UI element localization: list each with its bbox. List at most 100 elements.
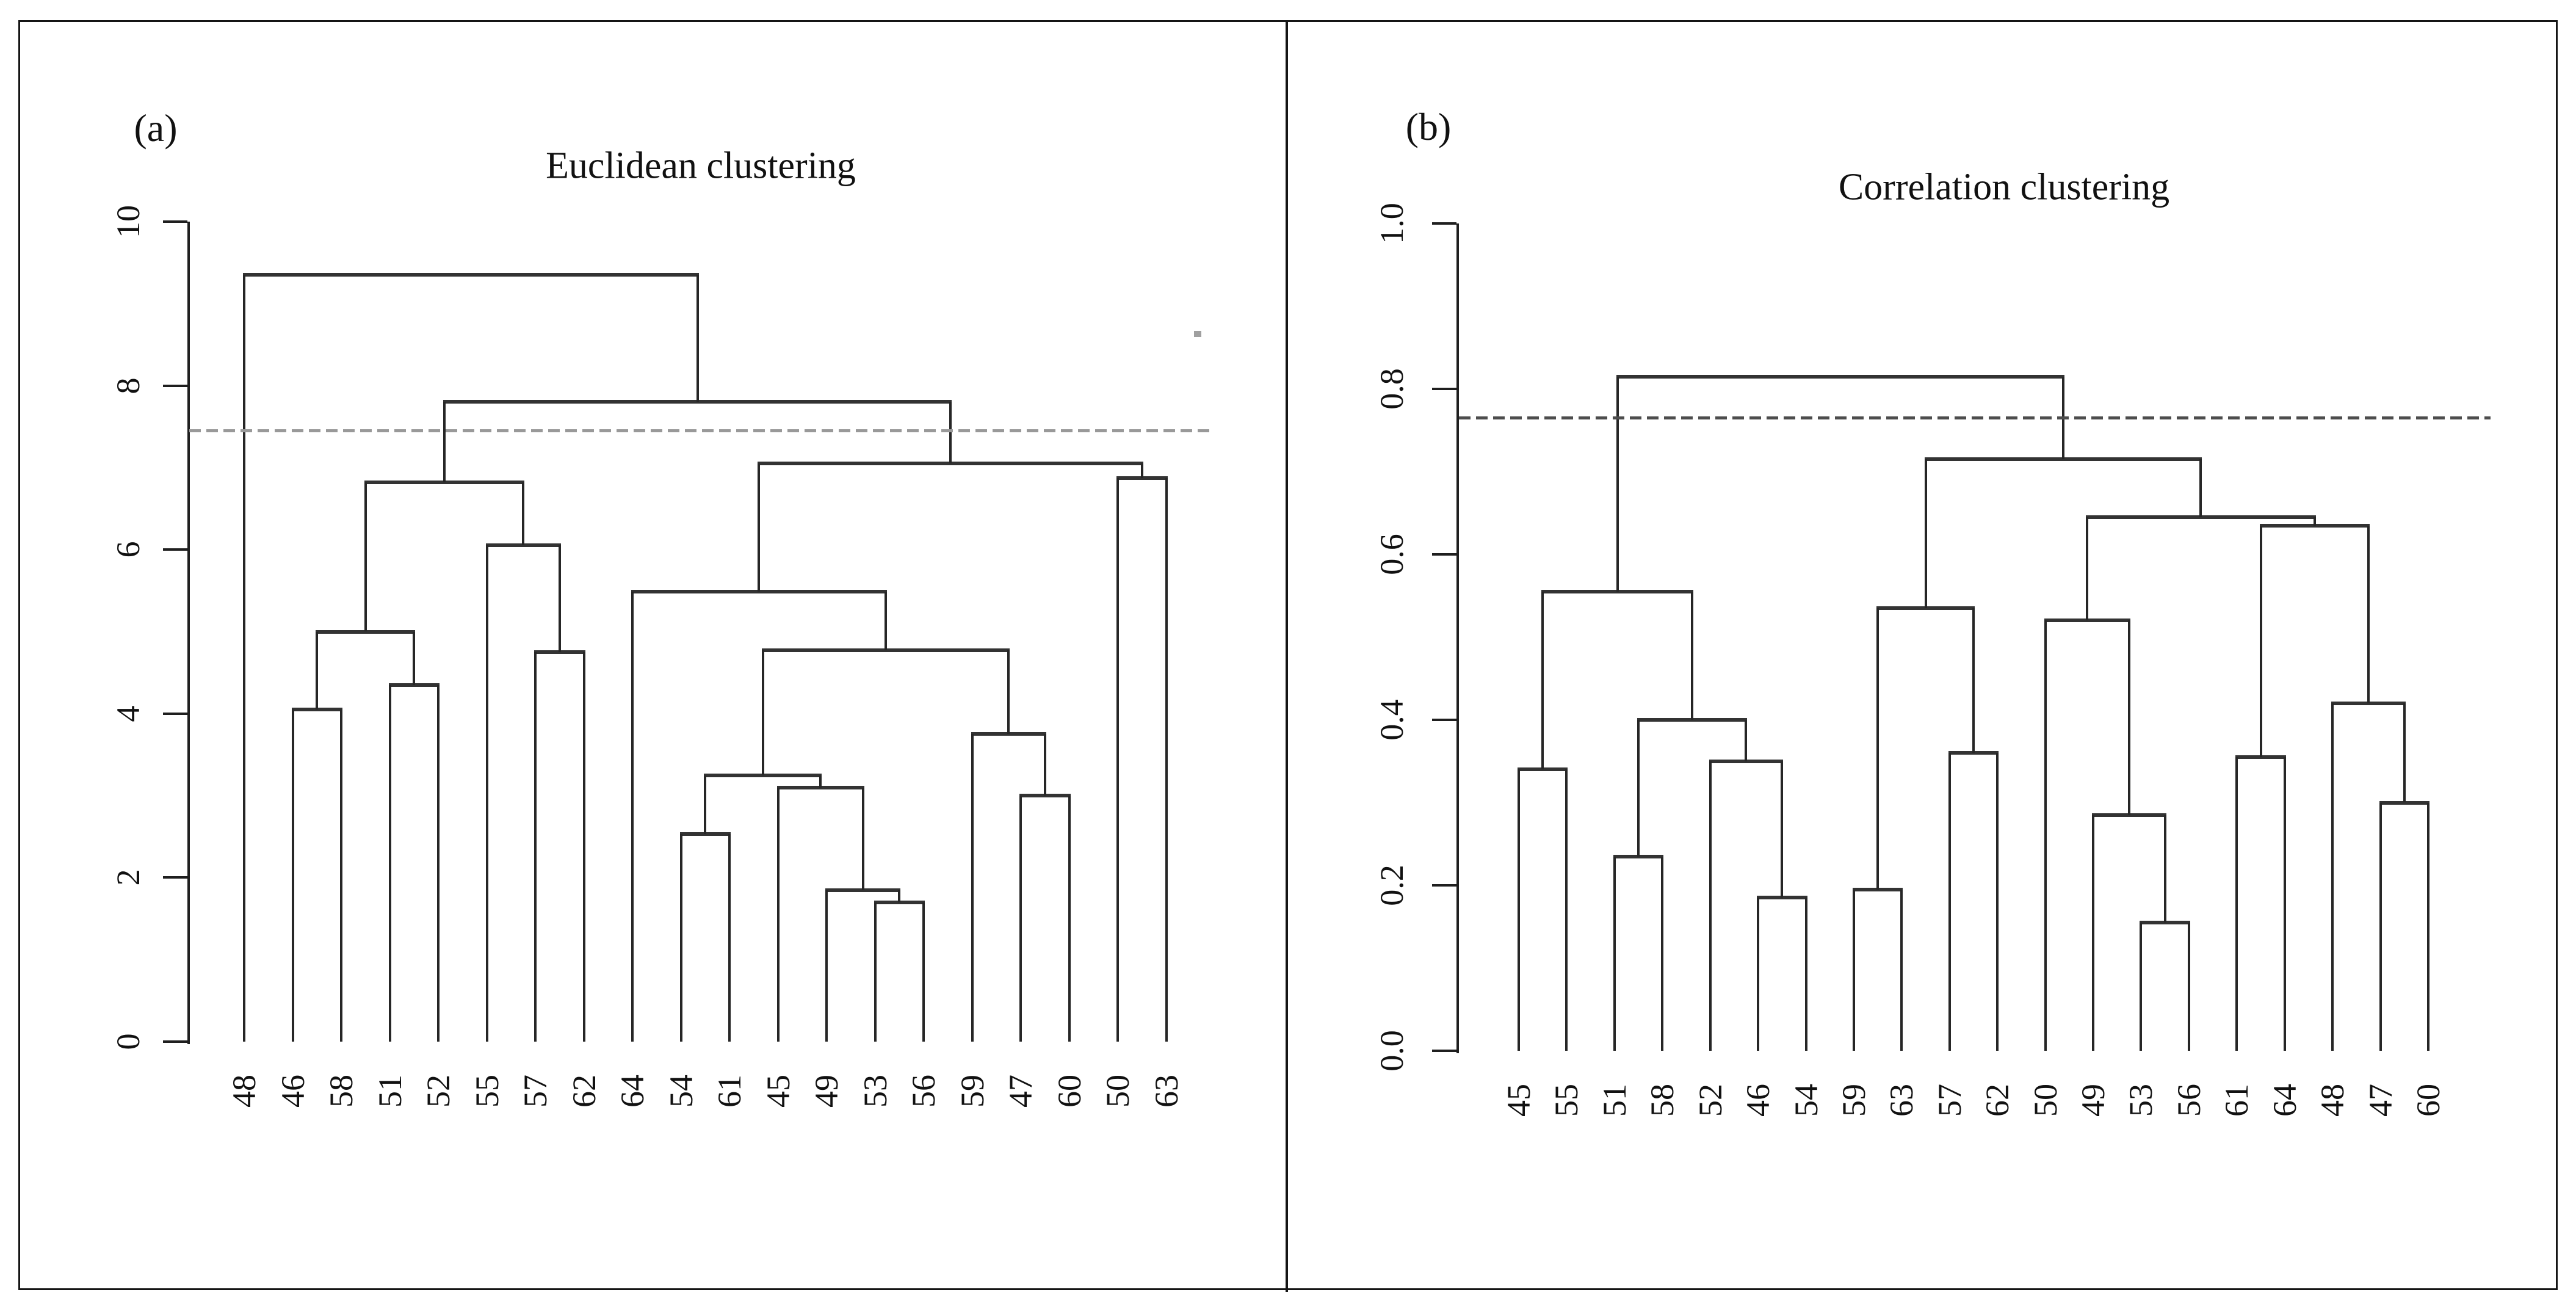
tree-branch [2367,525,2370,703]
tree-branch [1613,856,1616,1051]
panel-divider [1286,20,1288,1292]
leaf-label: 63 [1883,1084,1920,1117]
tree-branch [2086,517,2089,621]
leaf-label: 63 [1148,1075,1185,1108]
tree-branch [2259,525,2262,757]
tree-branch [1541,591,1544,770]
tree-branch [825,890,828,1042]
leaf-label: 58 [323,1075,360,1108]
tree-merge-bar [2379,800,2429,805]
tree-branch [443,402,446,483]
tree-branch [1661,856,1664,1051]
tree-branch [364,482,367,632]
tree-branch [1745,720,1748,761]
y-axis-tick [1432,1050,1456,1052]
tree-merge-bar [1541,589,1694,593]
y-axis-tick [163,876,187,879]
leaf-label: 51 [1596,1084,1633,1117]
y-axis-tick [163,1040,187,1043]
tree-merge-bar [1518,767,1568,772]
leaf-label: 55 [1548,1084,1585,1117]
y-axis-tick [163,384,187,387]
tree-merge-bar [1876,606,1975,611]
leaf-label: 61 [711,1075,748,1108]
leaf-label: 49 [2075,1084,2112,1117]
tree-merge-bar [2235,755,2286,759]
tree-branch [1140,463,1143,479]
tree-merge-bar [776,785,864,789]
tree-branch [291,709,294,1042]
leaf-label: 60 [2409,1084,2447,1117]
y-axis-tick [1432,388,1456,390]
tree-merge-bar [2092,813,2166,817]
tree-merge-bar [874,900,925,904]
tree-branch [2163,814,2166,923]
y-tick-label: 8 [110,377,147,394]
tree-merge-bar [1924,457,2202,462]
tree-merge-bar [825,888,901,892]
y-axis-line [1456,223,1459,1053]
tree-merge-bar [761,648,1010,653]
y-tick-label: 0.8 [1373,368,1410,410]
y-tick-label: 0.4 [1373,699,1410,741]
tree-branch [2127,620,2130,815]
y-tick-label: 2 [110,869,147,886]
leaf-label: 61 [2218,1084,2256,1117]
tree-branch [874,902,877,1042]
tree-branch [388,684,391,1042]
panel-letter-b: (b) [1405,105,1452,148]
tree-branch [2283,756,2286,1051]
y-tick-label: 6 [110,541,147,558]
tree-branch [2044,620,2047,1051]
tree-merge-bar [1613,854,1664,858]
y-tick-label: 1.0 [1373,203,1410,244]
leaf-label: 52 [420,1075,457,1108]
panel-title-euclidean: Euclidean clustering [546,145,856,187]
tree-merge-bar [388,683,440,687]
tree-branch [696,275,699,402]
tree-branch [1757,898,1760,1051]
tree-branch [1852,889,1855,1051]
tree-merge-bar [1709,759,1784,763]
leaf-label: 48 [226,1075,262,1108]
leaf-label: 54 [1787,1084,1825,1117]
tree-merge-bar [1852,887,1903,891]
tree-branch [1518,769,1520,1051]
tree-merge-bar [679,832,731,836]
y-axis-tick [1432,884,1456,887]
cut-line [1459,416,2491,420]
tree-merge-bar [1948,751,1999,755]
y-axis-tick [163,220,187,223]
tree-branch [1565,769,1568,1051]
leaf-label: 59 [1835,1084,1872,1117]
tree-branch [776,787,780,1042]
leaf-label: 51 [371,1075,408,1108]
y-tick-label: 0 [110,1033,147,1050]
leaf-label: 54 [662,1075,700,1108]
tree-branch [2187,922,2190,1051]
tree-merge-bar [2086,515,2316,520]
leaf-label: 57 [1931,1084,1968,1117]
tree-branch [534,652,537,1042]
tree-branch [1616,376,1619,592]
tree-branch [922,902,925,1042]
tree-branch [2331,703,2334,1051]
tree-branch [2426,802,2429,1051]
y-tick-label: 0.6 [1373,534,1410,575]
leaf-label: 57 [517,1075,554,1108]
leaf-label: 64 [2266,1084,2303,1117]
leaf-label: 52 [1691,1084,1729,1117]
tree-merge-bar [534,650,585,655]
tree-branch [2313,517,2316,526]
tree-merge-bar [243,273,699,277]
tree-branch [1709,761,1712,1051]
tree-merge-bar [758,462,1143,466]
tree-branch [2235,756,2238,1051]
tree-branch [2092,814,2095,1051]
tree-branch [819,775,822,788]
panel-title-correlation: Correlation clustering [1838,166,2170,208]
tree-branch [1165,478,1168,1042]
leaf-label: 50 [2027,1084,2064,1117]
tree-branch [243,275,245,1042]
leaf-label: 53 [856,1075,894,1108]
